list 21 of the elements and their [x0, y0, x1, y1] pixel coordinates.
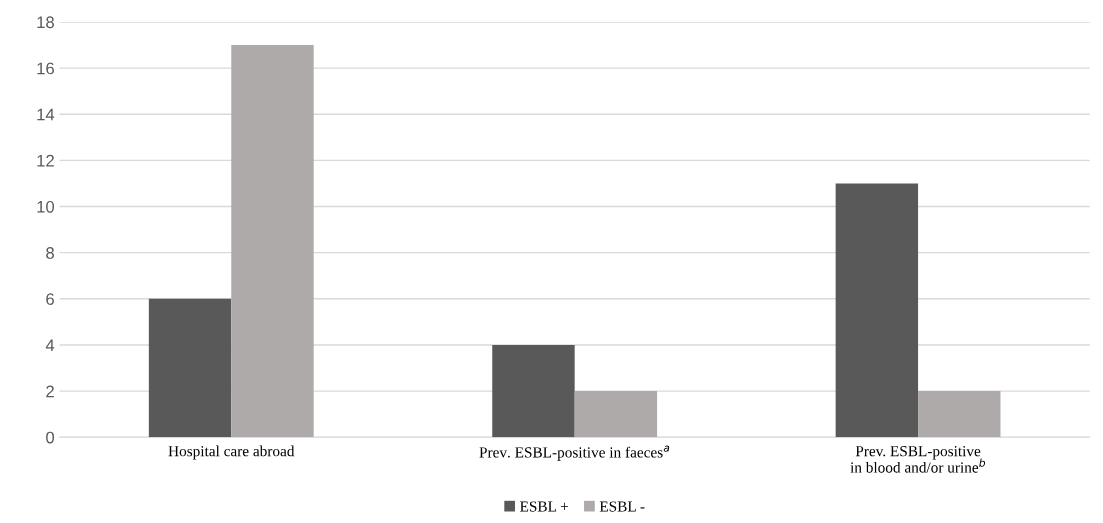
bar: [835, 183, 919, 438]
x-tick-label: Prev. ESBL-positive in faeces$^{a}$: [479, 445, 670, 461]
bar: [148, 298, 232, 438]
y-tick-label: 14: [37, 108, 55, 121]
bar: [492, 344, 575, 438]
y-tick-label: 4: [45, 339, 55, 351]
y-tick-label: 12: [37, 154, 54, 167]
bar: [918, 391, 1001, 438]
x-tick-label: Prev. ESBL-positive in blood and/or urine$^{b}$: [850, 446, 986, 473]
y-tick-label: 2: [46, 385, 54, 398]
legend-label: ESBL +: [520, 501, 569, 512]
bar: [231, 45, 314, 438]
y-tick-label: 6: [46, 293, 54, 306]
y-tick-label: 0: [46, 431, 55, 444]
x-tick-label: Hospital care abroad: [168, 445, 295, 460]
y-tick-label: 10: [37, 200, 55, 213]
legend-label: ESBL -: [599, 501, 645, 512]
y-tick-label: 8: [46, 247, 54, 259]
y-tick-label: 18: [37, 16, 54, 29]
bar: [574, 391, 658, 438]
y-tick-label: 16: [37, 62, 54, 75]
